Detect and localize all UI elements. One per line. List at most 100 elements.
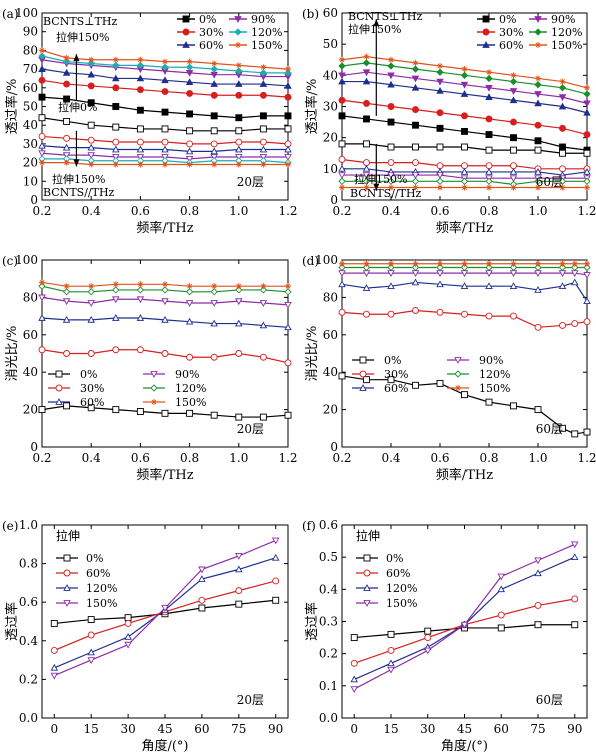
- x-tick-label: 0.8: [180, 451, 199, 465]
- data-point: [485, 84, 493, 92]
- data-point: [186, 58, 193, 65]
- data-point: [387, 630, 395, 638]
- data-point: [559, 149, 566, 157]
- data-point: [534, 91, 542, 98]
- data-point: [185, 63, 194, 71]
- legend-marker: [182, 15, 190, 23]
- data-point: [558, 84, 567, 92]
- data-point: [338, 280, 346, 288]
- data-point: [436, 78, 444, 86]
- data-point: [436, 172, 444, 179]
- legend-marker: [363, 600, 371, 607]
- y-tick-label: 100: [315, 253, 338, 267]
- panel-a: 0.2 0.4 0.6 0.8 1.0 1.2 0 10 20 30 40 50 60 70 80 90 100…: [2, 6, 298, 236]
- data-point: [185, 78, 194, 86]
- annotations-d: 60层: [536, 422, 563, 436]
- legend-entry: 0%: [86, 552, 103, 565]
- data-point: [235, 350, 243, 357]
- x-axis-label: 频率/THz: [136, 220, 193, 236]
- x-axis-label: 角度/(°): [441, 738, 488, 754]
- data-point: [112, 161, 119, 168]
- stretch-arrow-down-head: [73, 159, 80, 167]
- y-tick-label: 40: [23, 365, 38, 379]
- data-point: [136, 314, 145, 321]
- data-point: [461, 127, 468, 135]
- legend-marker: [359, 356, 367, 364]
- data-point: [136, 296, 145, 304]
- data-point: [63, 54, 70, 61]
- y-tick-label: 80: [323, 290, 338, 304]
- legend-entry: 90%: [551, 13, 575, 26]
- legend-marker: [535, 42, 541, 48]
- x-tick-label: 0.2: [332, 451, 351, 465]
- data-point: [87, 657, 95, 665]
- y-tick-label: 0.1: [319, 679, 338, 693]
- data-point: [510, 260, 517, 267]
- data-point: [571, 621, 579, 629]
- data-point: [186, 161, 193, 168]
- data-point: [284, 112, 292, 120]
- data-point: [161, 125, 169, 133]
- legend-entry: 90%: [175, 368, 199, 381]
- data-point: [235, 127, 243, 135]
- data-point: [534, 177, 542, 185]
- data-point: [161, 76, 169, 84]
- data-point: [509, 263, 518, 272]
- data-point: [461, 184, 468, 191]
- data-point: [186, 127, 194, 135]
- data-point: [460, 177, 469, 185]
- y-tick-label: 0.6: [19, 595, 38, 609]
- annotations-c: 20层: [237, 422, 264, 436]
- y-tick-label: 10: [23, 174, 38, 188]
- data-point: [497, 611, 505, 619]
- legend-entry: 60%: [499, 39, 523, 52]
- series-d-120pct: [338, 263, 591, 272]
- data-point: [271, 537, 280, 545]
- data-point: [235, 145, 243, 153]
- data-point: [387, 159, 395, 167]
- x-tick-label: 90: [567, 722, 582, 736]
- y-axis-label: 消光比/%: [5, 326, 20, 382]
- data-point: [584, 184, 590, 191]
- data-point: [412, 381, 419, 389]
- data-point: [198, 604, 206, 612]
- data-point: [63, 134, 71, 142]
- data-point: [534, 323, 542, 331]
- stretch-arrow-down-head: [373, 183, 380, 191]
- y-tick-label: 80: [23, 43, 38, 57]
- data-point: [485, 168, 493, 175]
- y-tick-label: 0.6: [319, 518, 338, 532]
- x-axis-label: 角度/(°): [141, 738, 188, 754]
- data-point: [284, 288, 292, 296]
- data-point: [350, 675, 359, 683]
- data-point: [38, 93, 46, 101]
- data-point: [412, 143, 419, 151]
- data-point: [583, 149, 591, 157]
- data-point: [338, 77, 346, 85]
- data-point: [271, 553, 280, 561]
- annotation-bottom-arrow-label: 拉伸150%: [354, 172, 407, 186]
- legend-entry: 30%: [384, 368, 408, 381]
- data-point: [534, 137, 542, 145]
- data-point: [87, 70, 95, 78]
- data-point: [387, 62, 395, 70]
- data-point: [350, 659, 358, 667]
- data-point: [136, 61, 145, 69]
- data-point: [137, 281, 144, 288]
- x-tick-label: 15: [84, 722, 99, 736]
- data-point: [388, 184, 394, 191]
- data-point: [62, 315, 71, 323]
- x-axis-label: 频率/THz: [436, 467, 493, 483]
- data-point: [510, 184, 517, 191]
- series-b-120pct-perp: [338, 59, 591, 98]
- legend-entry: 90%: [251, 13, 275, 26]
- legend-entry: 120%: [86, 582, 117, 595]
- data-point: [461, 260, 468, 267]
- panel-f: 0 15 30 45 60 75 90 0.0 0.1 0.2 0.3 0.4 0.5 0.6(f) 角度/…: [302, 518, 588, 754]
- data-point: [124, 614, 132, 622]
- data-point: [534, 121, 542, 129]
- data-point: [136, 145, 145, 153]
- data-point: [88, 161, 95, 168]
- data-point: [436, 379, 444, 387]
- x-tick-label: 60: [494, 722, 509, 736]
